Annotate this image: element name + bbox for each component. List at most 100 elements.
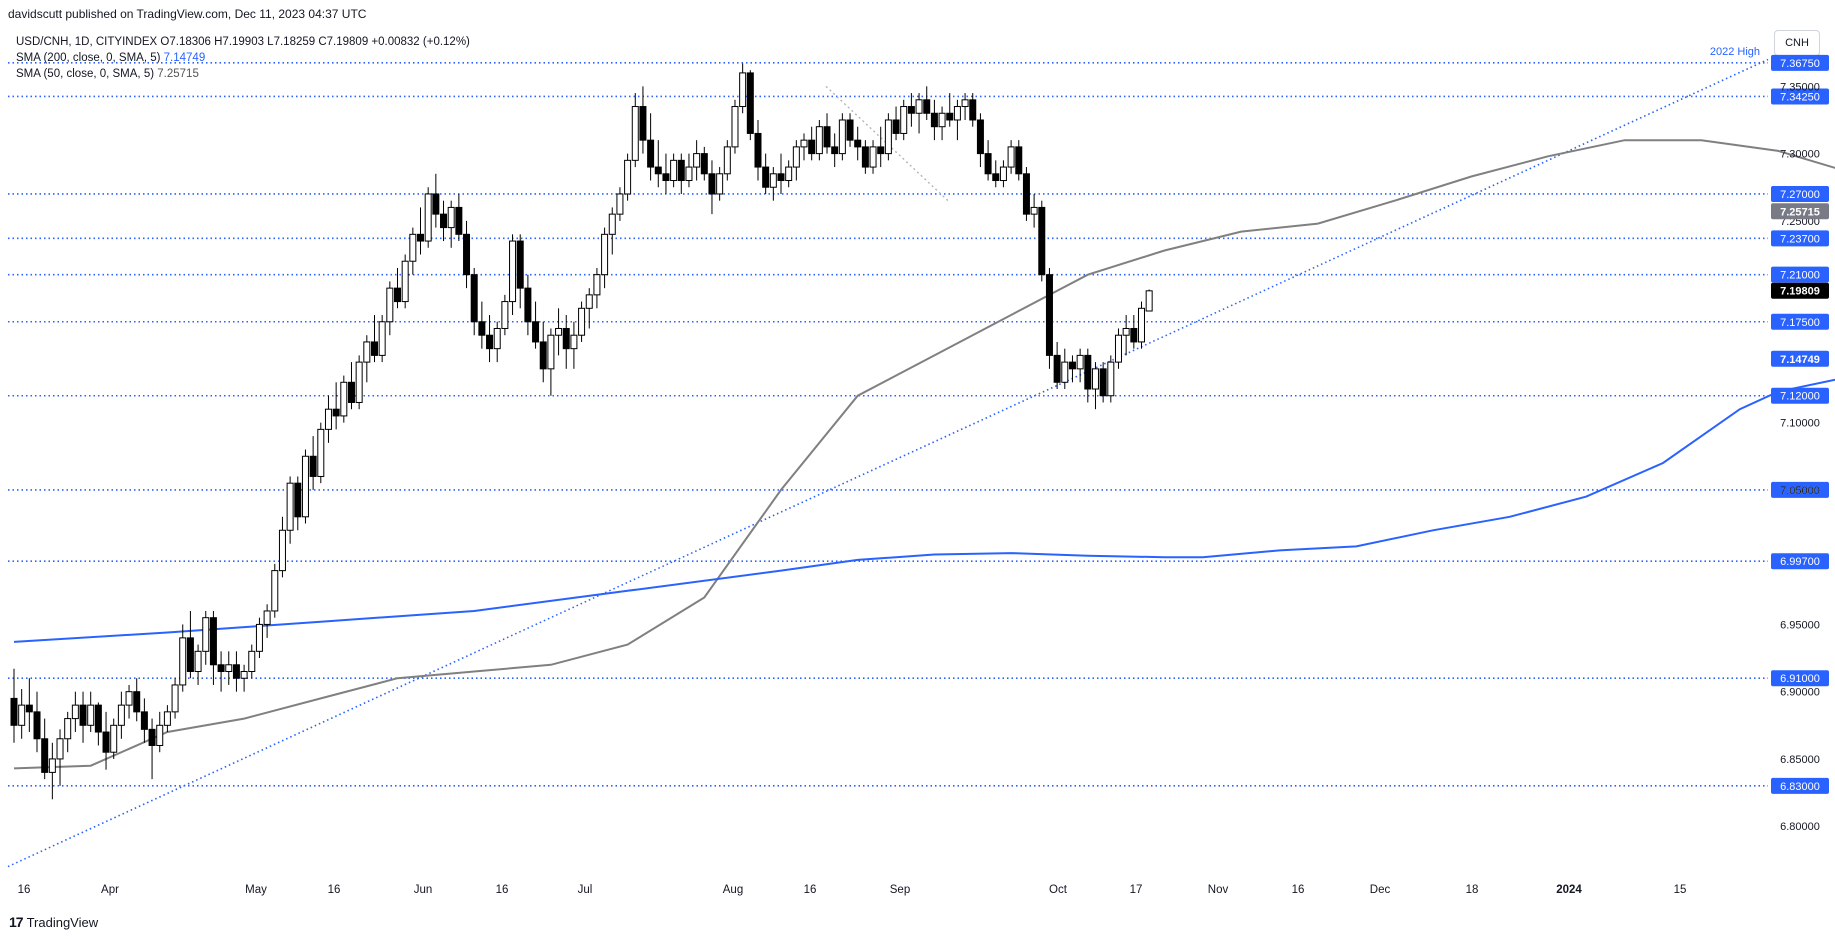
candle-up [378,321,386,356]
candle-up [225,664,233,672]
price-axis: 7.36750 7.34250 7.27000 7.23700 7.21000 7.175… [1771,54,1829,833]
candle-down [969,99,977,121]
candle-up [240,671,248,679]
level-label-bg [1771,481,1829,498]
candle-up [547,334,555,370]
sma50-legend[interactable]: SMA (50, close, 0, SMA, 5) 7.25715 [16,66,470,82]
time-tick-label: May [245,884,267,896]
level-label: 6.99700 [1780,556,1820,568]
level-label-bg [1771,553,1829,570]
candle-up [693,153,701,168]
time-tick-label: 18 [1466,884,1479,896]
candle-up [616,193,624,215]
candle-up [869,146,877,168]
candle-up [355,361,363,403]
candle-up [271,570,279,612]
candle-up [255,623,263,652]
candle-up [685,166,693,182]
price-tick-label: 6.95000 [1780,619,1820,631]
level-label: 7.34250 [1780,91,1820,103]
candle-up [409,233,417,262]
time-tick-label: Jun [414,884,433,896]
candle-up [87,704,95,726]
candle-up [1122,327,1130,336]
level-label-bg [1771,230,1829,247]
candle-down [102,731,110,753]
candle-up [938,112,946,128]
sma50-value: 7.25715 [157,68,199,80]
candle-up [117,704,125,726]
last-price-tag-bg [1771,282,1829,299]
tradingview-brand[interactable]: 17 TradingView [9,914,98,930]
level-label-bg [1771,54,1829,71]
candle-up [624,159,632,195]
candle-up [48,758,56,773]
candle-down [923,99,931,114]
price-tick-label: 7.35000 [1780,81,1820,93]
candle-down [1022,173,1030,215]
publisher-line: davidscutt published on TradingView.com,… [8,7,367,21]
candle-down [562,327,570,350]
candle-up [1007,146,1015,168]
candle-up [785,166,793,182]
candle-down [41,738,49,773]
level-label-bg [1771,313,1829,330]
level-label-bg [1771,670,1829,687]
time-tick-label: 17 [1130,884,1143,896]
candle-up [815,126,823,155]
candle-up [194,650,202,672]
sma200-line [13,378,1835,643]
price-tick-label: 7.10000 [1780,418,1820,430]
candle-down [1053,354,1061,383]
candle-up [1076,354,1084,370]
last-price-tag: 7.19809 [1780,286,1820,298]
candle-down [516,240,524,289]
level-label: 7.36750 [1780,58,1820,70]
candle-up [1061,361,1069,383]
level-label: 7.23700 [1780,233,1820,245]
sma200-legend[interactable]: SMA (200, close, 0, SMA, 5) 7.14749 [16,50,470,66]
candle-up [363,341,371,363]
candle-up [1114,334,1122,363]
candle-up [1091,368,1099,390]
candle-down [532,321,540,343]
sma200-value: 7.14749 [163,52,206,64]
candle-down [25,704,33,713]
candle-up [324,408,332,430]
candles-layer [10,63,1153,800]
candle-down [777,173,785,182]
candle-down [1068,361,1076,370]
candle-up [593,274,601,296]
time-tick-label: Apr [101,884,119,896]
candle-down [486,334,494,350]
candle-down [639,106,647,141]
time-tick-label: Sep [890,884,910,896]
candle-up [1030,206,1038,215]
level-label: 7.21000 [1780,270,1820,282]
candle-down [186,637,194,673]
candle-down [907,106,915,114]
candle-up [493,327,501,350]
price-tick-label: 7.30000 [1780,149,1820,161]
sma200-label: SMA (200, close, 0, SMA, 5) [16,52,161,64]
candle-down [524,287,532,323]
candle-up [608,213,616,235]
candle-down [217,664,225,672]
sma50-price-tag-bg [1771,203,1829,220]
candle-down [294,482,302,518]
candle-down [94,704,102,733]
candle-up [1145,290,1153,312]
candle-down [700,153,708,175]
candle-down [332,408,340,417]
candle-down [133,691,141,713]
candle-down [930,112,938,128]
candle-up [278,529,286,572]
time-tick-label: Nov [1208,884,1229,896]
candle-down [831,146,839,155]
level-label: 7.27000 [1780,189,1820,201]
candle-up [202,617,210,652]
candle-up [953,106,961,121]
candle-down [1084,354,1092,390]
indicator-legend: USD/CNH, 1D, CITYINDEX O7.18306 H7.19903… [16,34,470,82]
